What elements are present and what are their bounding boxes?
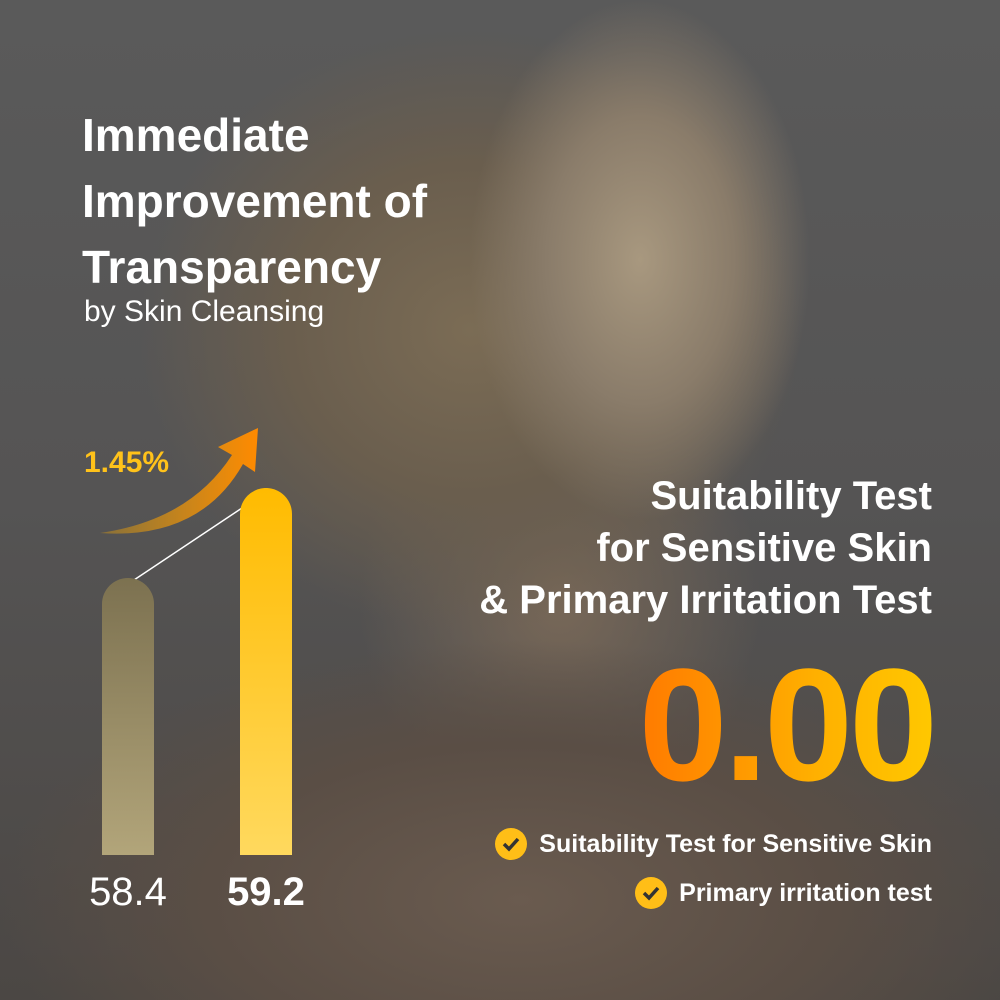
increase-annotation: 1.45% bbox=[84, 446, 170, 479]
value-label-before: 58.4 bbox=[89, 870, 167, 914]
check-item: Primary irritation test bbox=[635, 877, 932, 909]
test-heading-line: Suitability Test bbox=[650, 474, 932, 518]
check-label: Suitability Test for Sensitive Skin bbox=[539, 829, 932, 858]
check-circle-icon bbox=[635, 877, 668, 909]
test-heading: Suitability Test for Sensitive Skin & Pr… bbox=[479, 470, 932, 626]
irritation-score: 0.00 bbox=[638, 635, 938, 814]
headline-line: Immediate bbox=[82, 109, 310, 161]
subtitle: by Skin Cleansing bbox=[84, 295, 325, 328]
headline-line: Improvement of bbox=[82, 175, 428, 227]
test-heading-line: for Sensitive Skin bbox=[596, 526, 932, 570]
check-circle-icon bbox=[495, 828, 528, 860]
value-label-after: 59.2 bbox=[227, 870, 305, 914]
headline: Immediate Improvement of Transparency bbox=[82, 102, 427, 300]
bar-before bbox=[102, 578, 154, 855]
check-item: Suitability Test for Sensitive Skin bbox=[495, 828, 932, 860]
check-label: Primary irritation test bbox=[679, 878, 932, 907]
test-heading-line: & Primary Irritation Test bbox=[479, 578, 932, 622]
headline-line: Transparency bbox=[82, 241, 382, 293]
arrow-up-icon bbox=[100, 428, 258, 534]
bar-after bbox=[240, 488, 292, 855]
